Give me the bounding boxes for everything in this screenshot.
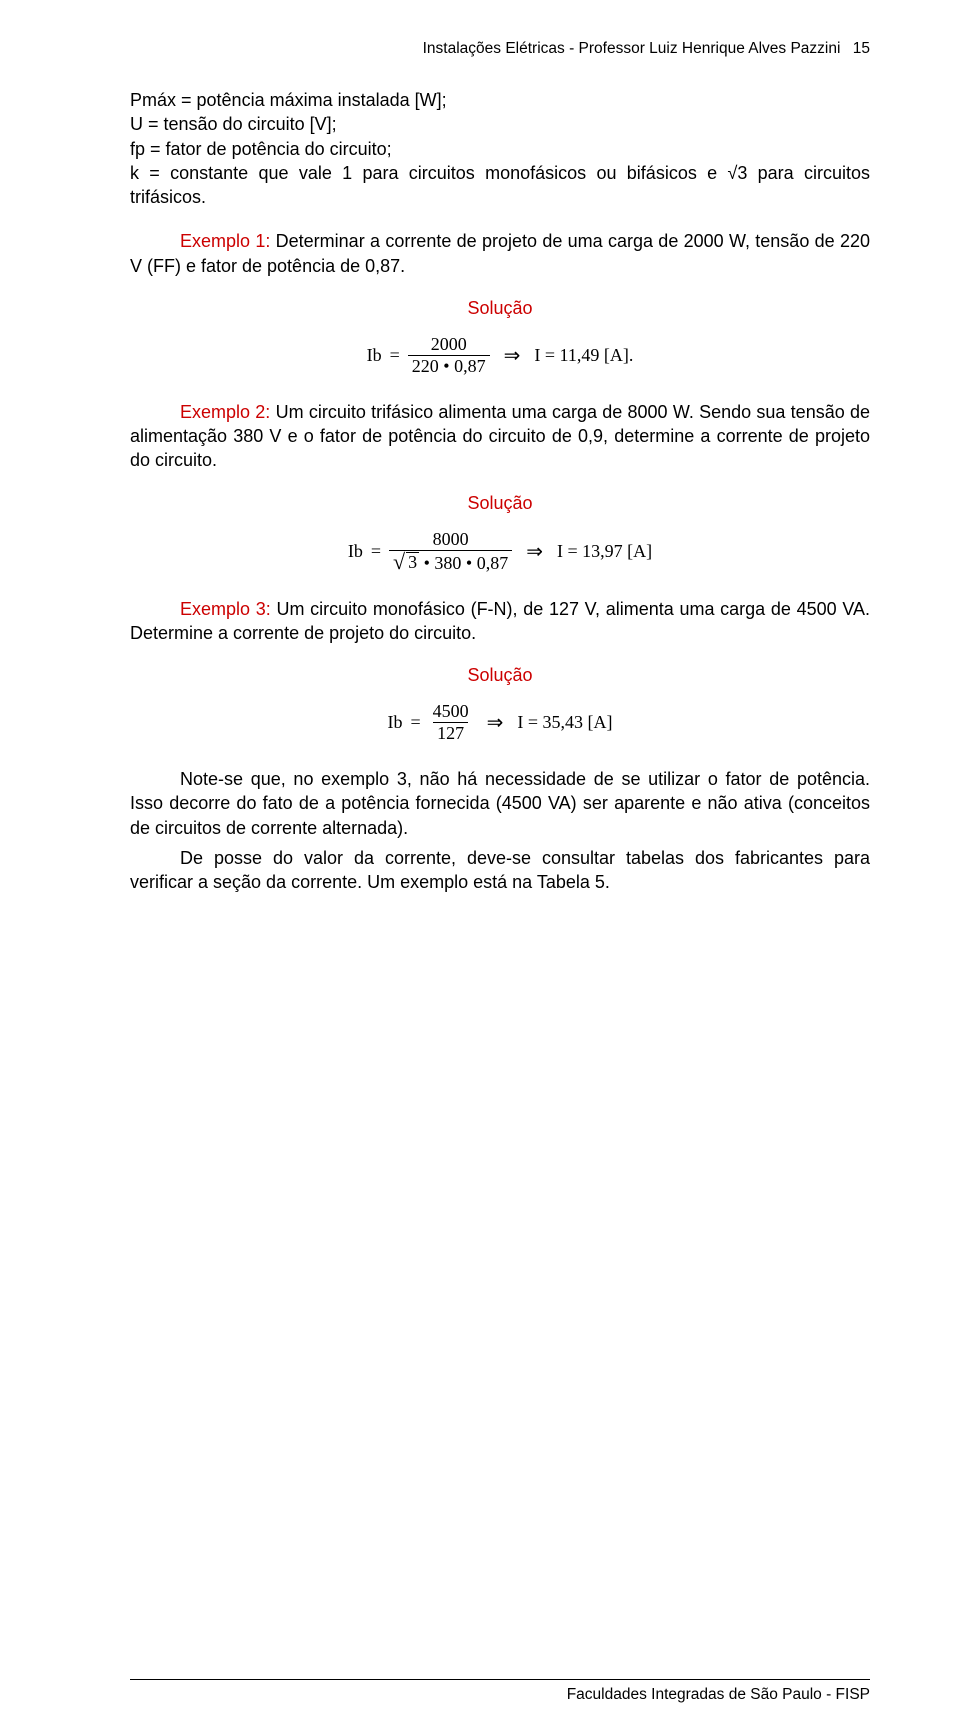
example2-formula: Ib = 8000 3 • 380 • 0,87 ⇒ I = 13,97 [A]	[130, 530, 870, 573]
note-paragraph-1: Note-se que, no exemplo 3, não há necess…	[130, 767, 870, 840]
f3-numerator: 4500	[429, 702, 473, 722]
page: Instalações Elétricas - Professor Luiz H…	[0, 0, 960, 1734]
f3-denominator: 127	[433, 722, 468, 743]
example3-formula: Ib = 4500 127 ⇒ I = 35,43 [A]	[130, 702, 870, 743]
f1-rhs: I = 11,49 [A].	[534, 345, 633, 366]
header: Instalações Elétricas - Professor Luiz H…	[130, 40, 870, 58]
f1-numerator: 2000	[427, 335, 471, 355]
footer: Faculdades Integradas de São Paulo - FIS…	[130, 1679, 870, 1704]
f2-sqrt-value: 3	[406, 552, 419, 572]
f1-fraction: 2000 220 • 0,87	[408, 335, 490, 376]
def-fp: fp = fator de potência do circuito;	[130, 139, 392, 159]
f3-lhs: Ib	[387, 712, 402, 733]
sqrt-icon: 3	[393, 552, 419, 572]
f2-denominator: 3 • 380 • 0,87	[389, 550, 512, 573]
example1-formula: Ib = 2000 220 • 0,87 ⇒ I = 11,49 [A].	[130, 335, 870, 376]
f2-den-rest: • 380 • 0,87	[419, 553, 508, 573]
example1-solution-label: Solução	[130, 298, 870, 319]
def-k: k = constante que vale 1 para circuitos …	[130, 163, 870, 207]
footer-text: Faculdades Integradas de São Paulo - FIS…	[567, 1686, 870, 1703]
example1-intro: Exemplo 1: Determinar a corrente de proj…	[130, 229, 870, 278]
example2-label: Exemplo 2:	[180, 402, 270, 422]
f3-fraction: 4500 127	[429, 702, 473, 743]
example3-solution-label: Solução	[130, 665, 870, 686]
page-number: 15	[853, 40, 870, 57]
header-text: Instalações Elétricas - Professor Luiz H…	[423, 40, 841, 57]
f2-lhs: Ib	[348, 541, 363, 562]
f2-numerator: 8000	[429, 530, 473, 550]
f2-arrow: ⇒	[520, 539, 549, 564]
example1-label: Exemplo 1:	[180, 231, 270, 251]
definitions-block: Pmáx = potência máxima instalada [W]; U …	[130, 88, 870, 209]
f3-eq: =	[410, 712, 420, 733]
f2-eq: =	[371, 541, 381, 562]
example2-solution-label: Solução	[130, 493, 870, 514]
f1-arrow: ⇒	[498, 343, 527, 368]
f3-rhs: I = 35,43 [A]	[517, 712, 612, 733]
f1-eq: =	[390, 345, 400, 366]
example2-intro: Exemplo 2: Um circuito trifásico aliment…	[130, 400, 870, 473]
example3-label: Exemplo 3:	[180, 599, 271, 619]
def-u: U = tensão do circuito [V];	[130, 114, 337, 134]
f2-fraction: 8000 3 • 380 • 0,87	[389, 530, 512, 573]
def-pmax: Pmáx = potência máxima instalada [W];	[130, 90, 447, 110]
f3-arrow: ⇒	[481, 710, 510, 735]
example3-intro: Exemplo 3: Um circuito monofásico (F-N),…	[130, 597, 870, 646]
f1-lhs: Ib	[367, 345, 382, 366]
f1-denominator: 220 • 0,87	[408, 355, 490, 376]
note-paragraph-2: De posse do valor da corrente, deve-se c…	[130, 846, 870, 895]
f2-rhs: I = 13,97 [A]	[557, 541, 652, 562]
